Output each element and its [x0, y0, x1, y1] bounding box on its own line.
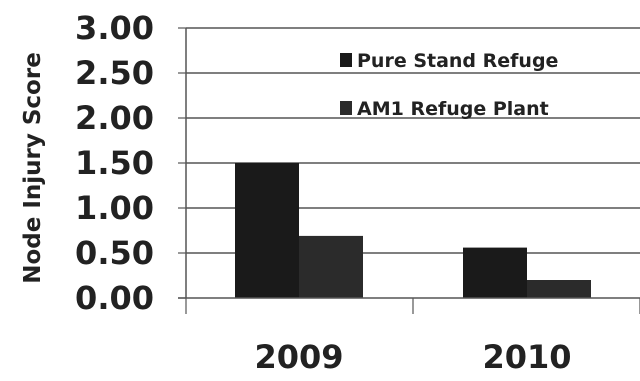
legend-swatch-0 — [340, 53, 352, 67]
y-tick-labels: 0.00 0.50 1.00 1.50 2.00 2.50 3.00 — [75, 9, 154, 317]
bar-2010-series-1 — [527, 280, 591, 298]
bar-2009-series-1 — [299, 235, 363, 298]
y-tick-label-0: 0.00 — [75, 279, 154, 317]
legend-label-0: Pure Stand Refuge — [357, 50, 558, 72]
legend-swatch-1 — [340, 101, 352, 115]
y-tick-label-3: 1.50 — [75, 144, 154, 182]
y-tick-label-2: 1.00 — [75, 189, 154, 227]
legend-label-1: AM1 Refuge Plant — [357, 98, 549, 120]
y-tick-label-1: 0.50 — [75, 234, 154, 272]
bar-2009-series-0 — [235, 163, 299, 298]
y-tick-label-4: 2.00 — [75, 99, 154, 137]
legend: Pure Stand Refuge AM1 Refuge Plant — [340, 50, 558, 120]
bars — [235, 163, 591, 298]
x-category-label-0: 2009 — [254, 338, 343, 376]
x-category-labels: 2009 2010 — [185, 298, 640, 376]
bar-2010-series-0 — [463, 247, 527, 298]
y-axis-label: Node Injury Score — [20, 52, 46, 284]
x-category-label-1: 2010 — [482, 338, 571, 376]
y-tick-label-5: 2.50 — [75, 54, 154, 92]
y-tick-label-6: 3.00 — [75, 9, 154, 47]
